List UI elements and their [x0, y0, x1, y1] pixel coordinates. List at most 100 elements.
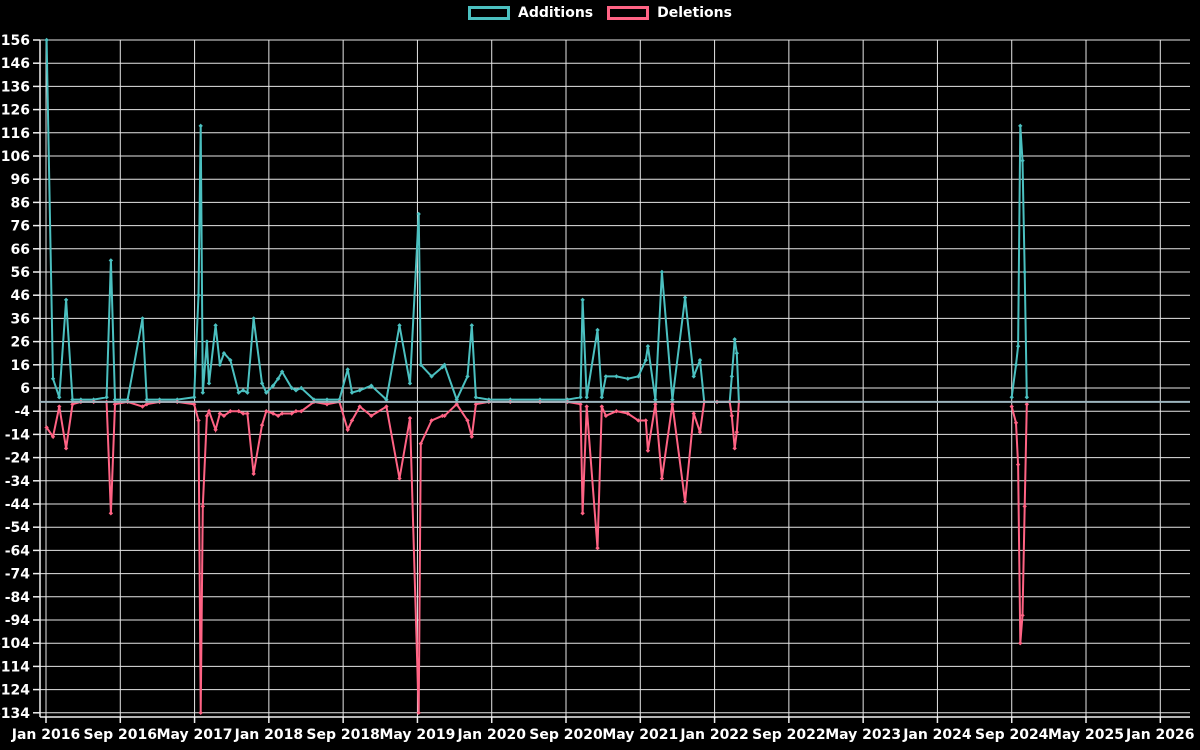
deletions-point — [1013, 420, 1019, 425]
deletions-legend-swatch — [607, 6, 650, 20]
axes — [39, 40, 1190, 718]
x-tick-label: May 2025 — [1048, 727, 1124, 743]
deletions-point — [50, 434, 56, 439]
additions-point — [697, 357, 703, 363]
deletions-point — [57, 404, 62, 409]
additions-point — [78, 397, 84, 402]
additions-point — [537, 397, 543, 402]
additions-point — [112, 397, 118, 402]
x-tick-label: May 2017 — [157, 727, 233, 743]
deletions-point — [1022, 504, 1027, 509]
deletions-point — [670, 402, 675, 407]
deletions-point — [584, 404, 589, 409]
x-axis-labels: Jan 2016 Sep 2016 May 2017 Jan 2018 Sep 2018… — [11, 727, 1195, 743]
additions-point — [228, 357, 233, 363]
additions-point — [345, 367, 350, 372]
y-tick-label: 66 — [11, 242, 30, 258]
additions-point — [191, 395, 197, 400]
additions-point — [240, 388, 246, 393]
deletions-point — [416, 710, 421, 715]
deletions-point — [140, 404, 145, 409]
additions-point — [429, 374, 434, 379]
additions-point — [508, 397, 513, 402]
y-tick-label: -4 — [14, 404, 30, 420]
additions-point — [565, 397, 570, 402]
deletions-point — [200, 504, 206, 509]
additions-point — [407, 381, 413, 386]
deletions-point — [682, 499, 688, 504]
additions-legend-swatch — [468, 6, 511, 20]
additions-point — [279, 369, 285, 374]
y-tick-label: 36 — [11, 311, 30, 327]
additions-point — [198, 123, 203, 129]
deletions-point — [196, 418, 201, 423]
additions-point — [454, 397, 459, 402]
x-tick-label: Jan 2016 — [11, 727, 80, 743]
additions-point — [299, 385, 304, 391]
deletions-point-markers — [44, 399, 1030, 715]
y-tick-label: 26 — [11, 335, 30, 351]
additions-point — [245, 390, 250, 395]
y-tick-label: -74 — [5, 567, 31, 583]
additions-point — [357, 388, 362, 393]
y-tick-label: -134 — [0, 706, 30, 722]
x-tick-label: Sep 2024 — [975, 727, 1049, 743]
deletions-point — [324, 402, 330, 407]
deletions-point — [1020, 613, 1025, 618]
additions-point — [217, 362, 223, 367]
x-tick-label: Jan 2020 — [456, 727, 526, 743]
deletions-point — [236, 409, 241, 414]
legend-item-additions[interactable]: Additions — [468, 6, 593, 20]
deletions-point — [245, 411, 250, 416]
additions-point — [1024, 395, 1030, 400]
y-tick-label: -44 — [5, 497, 31, 513]
additions-point — [653, 397, 658, 402]
y-tick-label: 6 — [20, 381, 30, 397]
deletions-point — [418, 441, 423, 446]
deletions-point — [1009, 404, 1014, 409]
y-tick-label: 86 — [11, 195, 30, 211]
additions-point — [57, 395, 62, 400]
additions-point — [236, 390, 241, 395]
y-tick-label: 146 — [1, 56, 30, 72]
deletions-point — [599, 404, 604, 409]
deletions-point — [251, 471, 256, 477]
additions-point — [104, 395, 109, 400]
additions-point — [324, 397, 330, 402]
deletions-point — [614, 409, 619, 414]
x-tick-label: Sep 2018 — [306, 727, 379, 743]
deletions-point — [625, 411, 631, 416]
deletions-point — [275, 413, 281, 419]
additions-point — [1009, 395, 1014, 400]
deletions-point — [44, 425, 49, 430]
additions-point — [157, 397, 162, 402]
deletions-point — [469, 434, 474, 439]
deletions-point — [454, 402, 459, 407]
deletions-point — [279, 411, 285, 416]
additions-point — [275, 376, 281, 381]
deletions-point — [369, 413, 374, 419]
deletions-point — [734, 429, 740, 435]
additions-point — [636, 374, 641, 379]
y-tick-label: -34 — [5, 474, 31, 490]
additions-point — [486, 397, 492, 402]
additions-point — [1013, 362, 1019, 367]
deletions-point — [429, 418, 434, 423]
additions-point — [599, 395, 604, 400]
additions-point — [614, 374, 619, 379]
y-tick-label: 126 — [1, 103, 30, 119]
additions-point — [369, 383, 374, 388]
additions-point — [1020, 158, 1025, 163]
x-tick-label: Jan 2026 — [1125, 727, 1194, 743]
additions-point — [465, 374, 470, 379]
additions-point — [442, 362, 447, 367]
additions-point — [1015, 344, 1021, 349]
legend-item-deletions[interactable]: Deletions — [607, 6, 732, 20]
y-tick-label: -14 — [5, 427, 31, 443]
deletions-point — [1015, 462, 1021, 467]
y-gridlines — [40, 39, 1190, 714]
additions-point — [175, 397, 180, 402]
additions-point — [584, 395, 589, 400]
